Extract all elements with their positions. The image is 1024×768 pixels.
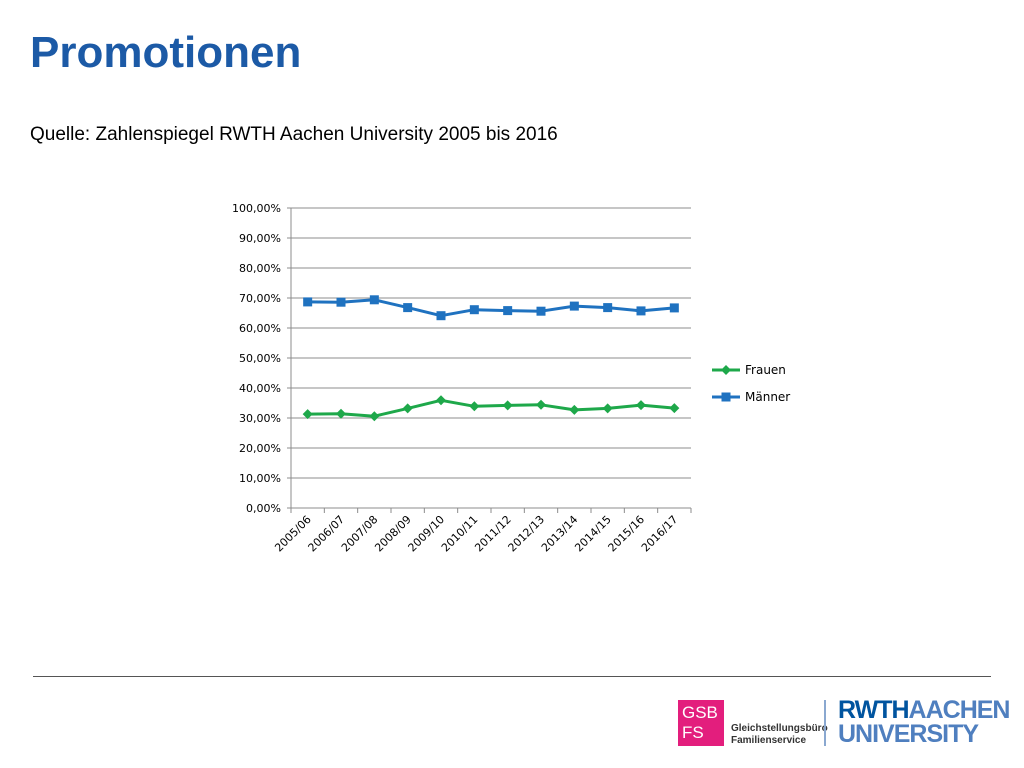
data-point [402,403,413,414]
y-tick-label: 40,00% [239,382,281,395]
data-point [636,306,646,316]
data-point [536,399,546,410]
data-point [502,400,513,411]
line-chart: 0,00% 10,00% 20,00% 30,00% 40,00% 50,00% 60,00… [232,202,790,555]
chart-legend: Frauen Männer [712,363,790,404]
y-tick-label: 50,00% [239,352,281,365]
legend-item: Frauen [712,363,786,377]
chart-series [302,295,680,422]
data-point [369,411,380,422]
data-point [669,303,679,313]
legend-swatch-marker [721,392,731,402]
data-point [436,395,446,406]
y-tick-label: 70,00% [239,292,281,305]
data-point [503,306,513,316]
data-point [302,409,313,420]
legend-item: Männer [712,390,790,404]
y-tick-label: 90,00% [239,232,281,245]
y-tick-label: 0,00% [246,502,281,515]
legend-label: Frauen [745,363,786,377]
y-tick-label: 60,00% [239,322,281,335]
data-point [336,297,346,307]
data-point [603,303,613,313]
gsb-fs-logo: GSB FS [678,700,724,746]
y-tick-label: 80,00% [239,262,281,275]
logo-divider [824,700,826,746]
x-axis-ticks: 2005/062006/072007/082008/092009/102010/… [272,508,692,555]
chart-gridlines [291,207,691,479]
data-point [336,408,346,419]
footer-divider [33,676,991,677]
gsb-fs-text: Gleichstellungsbüro Familienservice [731,723,828,746]
data-point [369,295,379,305]
y-tick-label: 10,00% [239,472,281,485]
rwth-aachen-logo: RWTHAACHEN UNIVERSITY [838,696,1010,748]
data-point [669,403,680,414]
data-point [469,305,479,315]
data-point [303,297,313,307]
legend-label: Männer [745,390,790,404]
series-line [307,298,675,318]
series-1 [302,395,680,422]
data-point [403,303,413,313]
series-2 [303,295,679,321]
slide-subtitle: Quelle: Zahlenspiegel RWTH Aachen Univer… [30,124,558,145]
y-tick-label: 100,00% [232,202,281,215]
data-point [569,404,580,415]
x-tick-label: 2016/17 [639,513,681,555]
data-point [536,306,546,316]
y-tick-label: 30,00% [239,412,281,425]
data-point [602,403,613,414]
slide-title: Promotionen [30,28,302,77]
data-point [569,301,579,311]
y-tick-label: 20,00% [239,442,281,455]
data-point [469,401,480,412]
data-point [636,400,646,411]
data-point [436,311,446,321]
y-axis-ticks: 0,00% 10,00% 20,00% 30,00% 40,00% 50,00% 60,00… [232,202,291,515]
series-line [307,398,675,418]
legend-swatch-marker [721,365,731,375]
